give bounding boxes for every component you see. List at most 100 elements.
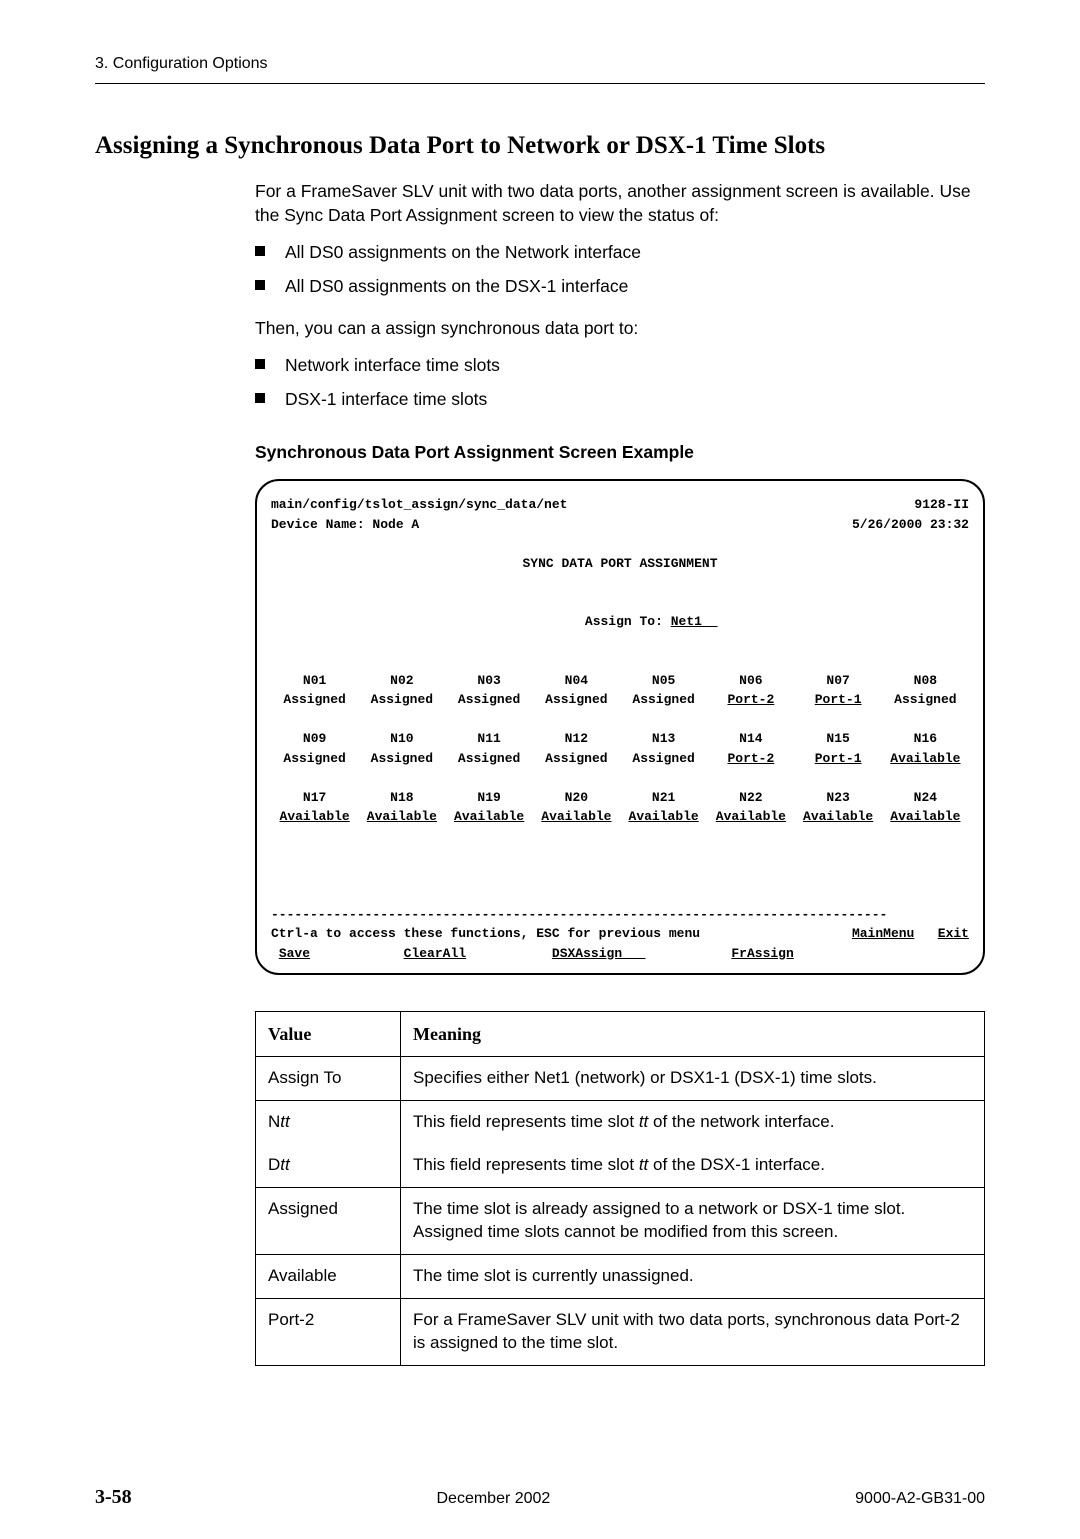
value-cell: Available — [256, 1254, 401, 1298]
table-row: AssignedThe time slot is already assigne… — [256, 1188, 985, 1255]
slot-value[interactable]: Port-2 — [707, 690, 794, 710]
bullet-item: All DS0 assignments on the DSX-1 interfa… — [255, 275, 985, 299]
slot-value[interactable]: Port-1 — [795, 690, 882, 710]
intro-paragraph: For a FrameSaver SLV unit with two data … — [255, 180, 985, 227]
table-row: AvailableThe time slot is currently unas… — [256, 1254, 985, 1298]
bottom-actions: Save ClearAll DSXAssign FrAssign — [271, 944, 969, 964]
slot-header: N15 — [795, 729, 882, 749]
slot-value[interactable]: Port-1 — [795, 749, 882, 769]
slot-header: N17 — [271, 788, 358, 808]
slot-header: N06 — [707, 671, 794, 691]
footer-doc-id: 9000-A2-GB31-00 — [855, 1490, 985, 1508]
slot-header: N20 — [533, 788, 620, 808]
meaning-cell: The time slot is currently unassigned. — [401, 1254, 985, 1298]
terminal-screen: main/config/tslot_assign/sync_data/net 9… — [255, 479, 985, 975]
bullet-list-2: Network interface time slots DSX-1 interf… — [255, 354, 985, 411]
slot-header: N24 — [882, 788, 969, 808]
slot-value[interactable]: Port-2 — [707, 749, 794, 769]
dsxassign-action[interactable]: DSXAssign — [552, 946, 646, 961]
value-cell: Port-2 — [256, 1298, 401, 1365]
table-header: Value — [256, 1012, 401, 1057]
value-cell: Assigned — [256, 1188, 401, 1255]
bullet-item: All DS0 assignments on the Network inter… — [255, 241, 985, 265]
slot-header: N21 — [620, 788, 707, 808]
slot-value: Assigned — [446, 690, 533, 710]
slot-value: Assigned — [446, 749, 533, 769]
table-row: NttThis field represents time slot tt of… — [256, 1101, 985, 1144]
slot-header: N23 — [795, 788, 882, 808]
slot-grid: N01N02N03N04N05N06N07N08AssignedAssigned… — [271, 671, 969, 827]
footer-date: December 2002 — [436, 1490, 550, 1508]
value-cell: Dtt — [256, 1144, 401, 1187]
table-header: Meaning — [401, 1012, 985, 1057]
slot-value[interactable]: Available — [707, 807, 794, 827]
slot-value: Assigned — [620, 749, 707, 769]
slot-value: Assigned — [882, 690, 969, 710]
value-cell: Assign To — [256, 1057, 401, 1101]
screen-datetime: 5/26/2000 23:32 — [852, 515, 969, 535]
bullet-list-1: All DS0 assignments on the Network inter… — [255, 241, 985, 298]
table-row: Assign ToSpecifies either Net1 (network)… — [256, 1057, 985, 1101]
frassign-action[interactable]: FrAssign — [731, 946, 793, 961]
clearall-action[interactable]: ClearAll — [404, 946, 466, 961]
slot-value[interactable]: Available — [358, 807, 445, 827]
help-text: Ctrl-a to access these functions, ESC fo… — [271, 924, 700, 944]
slot-value[interactable]: Available — [620, 807, 707, 827]
slot-value[interactable]: Available — [446, 807, 533, 827]
page-header: 3. Configuration Options — [95, 55, 985, 84]
table-row: DttThis field represents time slot tt of… — [256, 1144, 985, 1187]
slot-header: N04 — [533, 671, 620, 691]
page-number: 3-58 — [95, 1486, 132, 1509]
screen-divider: ----------------------------------------… — [271, 905, 969, 925]
slot-header: N07 — [795, 671, 882, 691]
meaning-cell: The time slot is already assigned to a n… — [401, 1188, 985, 1255]
slot-header: N16 — [882, 729, 969, 749]
slot-header: N11 — [446, 729, 533, 749]
assign-to-value[interactable]: Net1 — [671, 614, 718, 629]
slot-value: Assigned — [533, 690, 620, 710]
slot-value[interactable]: Available — [882, 749, 969, 769]
slot-value: Assigned — [271, 690, 358, 710]
meaning-cell: Specifies either Net1 (network) or DSX1-… — [401, 1057, 985, 1101]
meaning-cell: For a FrameSaver SLV unit with two data … — [401, 1298, 985, 1365]
slot-header: N13 — [620, 729, 707, 749]
slot-value[interactable]: Available — [882, 807, 969, 827]
slot-value: Assigned — [358, 690, 445, 710]
page: 3. Configuration Options Assigning a Syn… — [0, 0, 1080, 1539]
slot-header: N02 — [358, 671, 445, 691]
assign-to-line: Assign To: Net1 — [271, 593, 969, 652]
sub-heading: Synchronous Data Port Assignment Screen … — [255, 441, 985, 465]
table-row: Port-2For a FrameSaver SLV unit with two… — [256, 1298, 985, 1365]
save-action[interactable]: Save — [279, 946, 310, 961]
slot-header: N14 — [707, 729, 794, 749]
slot-value: Assigned — [620, 690, 707, 710]
main-heading: Assigning a Synchronous Data Port to Net… — [95, 132, 985, 160]
screen-title: SYNC DATA PORT ASSIGNMENT — [271, 554, 969, 574]
body-content: For a FrameSaver SLV unit with two data … — [255, 180, 985, 1366]
device-name: Device Name: Node A — [271, 515, 419, 535]
slot-header: N03 — [446, 671, 533, 691]
menu-links: MainMenu Exit — [852, 924, 969, 944]
slot-value[interactable]: Available — [271, 807, 358, 827]
page-footer: 3-58 December 2002 9000-A2-GB31-00 — [95, 1486, 985, 1509]
slot-header: N08 — [882, 671, 969, 691]
slot-value: Assigned — [533, 749, 620, 769]
bullet-item: DSX-1 interface time slots — [255, 388, 985, 412]
slot-value[interactable]: Available — [795, 807, 882, 827]
exit-link[interactable]: Exit — [938, 926, 969, 941]
screen-model: 9128-II — [914, 495, 969, 515]
meaning-cell: This field represents time slot tt of th… — [401, 1144, 985, 1187]
slot-header: N10 — [358, 729, 445, 749]
bullet-item: Network interface time slots — [255, 354, 985, 378]
slot-header: N19 — [446, 788, 533, 808]
mid-paragraph: Then, you can a assign synchronous data … — [255, 317, 985, 341]
slot-header: N22 — [707, 788, 794, 808]
slot-header: N18 — [358, 788, 445, 808]
mainmenu-link[interactable]: MainMenu — [852, 926, 914, 941]
slot-header: N09 — [271, 729, 358, 749]
slot-header: N01 — [271, 671, 358, 691]
slot-value[interactable]: Available — [533, 807, 620, 827]
slot-value: Assigned — [271, 749, 358, 769]
value-cell: Ntt — [256, 1101, 401, 1144]
meaning-cell: This field represents time slot tt of th… — [401, 1101, 985, 1144]
